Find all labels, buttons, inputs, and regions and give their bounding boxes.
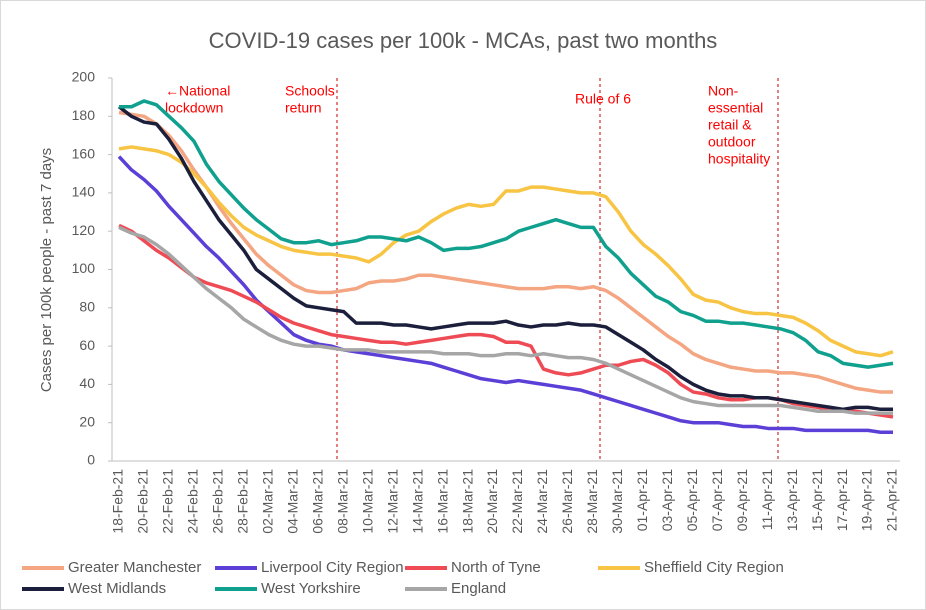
y-tick-label: 20	[79, 413, 95, 429]
legend-label: West Midlands	[68, 580, 166, 597]
legend-label: England	[451, 580, 506, 597]
x-tick-label: 30-Mar-21	[609, 469, 625, 534]
annotation: return	[285, 100, 322, 116]
x-tick-label: 07-Apr-21	[709, 469, 725, 531]
x-tick-label: 18-Feb-21	[110, 469, 126, 534]
annotation: Rule of 6	[575, 91, 631, 107]
x-tick-label: 20-Mar-21	[484, 469, 500, 534]
y-tick-label: 60	[79, 337, 95, 353]
x-tick-label: 12-Mar-21	[384, 469, 400, 534]
series-line	[118, 225, 893, 415]
y-tick-label: 100	[72, 260, 96, 276]
x-tick-label: 20-Feb-21	[135, 469, 151, 534]
annotation: retail &	[708, 117, 752, 133]
x-tick-label: 19-Apr-21	[859, 469, 875, 531]
y-tick-label: 0	[87, 452, 95, 468]
x-tick-label: 06-Mar-21	[309, 469, 325, 534]
legend-label: Sheffield City Region	[644, 559, 784, 576]
x-tick-label: 09-Apr-21	[734, 469, 750, 531]
x-tick-label: 08-Mar-21	[334, 469, 350, 534]
x-tick-label: 03-Apr-21	[659, 469, 675, 531]
series-line	[119, 99, 894, 369]
annotation: lockdown	[165, 100, 223, 116]
x-tick-label: 14-Mar-21	[409, 469, 425, 534]
x-tick-label: 10-Mar-21	[359, 469, 375, 534]
x-tick-label: 26-Mar-21	[559, 469, 575, 534]
series-line	[117, 155, 893, 435]
x-tick-label: 13-Apr-21	[784, 469, 800, 531]
x-tick-label: 01-Apr-21	[634, 469, 650, 531]
annotation: Schools	[285, 83, 335, 99]
annotation: ←National	[165, 83, 230, 99]
x-tick-label: 22-Mar-21	[509, 469, 525, 534]
y-tick-label: 80	[79, 299, 95, 315]
y-tick-label: 200	[72, 69, 96, 85]
series-line	[118, 110, 893, 394]
x-tick-label: 28-Mar-21	[584, 469, 600, 534]
annotation: outdoor	[708, 134, 756, 150]
x-tick-label: 02-Mar-21	[260, 469, 276, 534]
annotation: Non-	[708, 83, 739, 99]
x-tick-label: 28-Feb-21	[235, 469, 251, 534]
x-tick-label: 15-Apr-21	[809, 469, 825, 531]
x-tick-label: 05-Apr-21	[684, 469, 700, 531]
x-tick-label: 26-Feb-21	[210, 469, 226, 534]
legend-label: West Yorkshire	[261, 580, 361, 597]
y-tick-label: 120	[72, 222, 96, 238]
x-tick-label: 21-Apr-21	[884, 469, 900, 531]
series-line	[117, 105, 893, 412]
y-axis-label: Cases per 100k people - past 7 days	[38, 148, 55, 392]
legend-label: Greater Manchester	[68, 559, 201, 576]
chart-title: COVID-19 cases per 100k - MCAs, past two…	[209, 28, 718, 53]
x-tick-label: 16-Mar-21	[434, 469, 450, 534]
series-line	[118, 145, 894, 358]
x-tick-label: 17-Apr-21	[834, 469, 850, 531]
x-tick-label: 24-Mar-21	[534, 469, 550, 534]
y-tick-label: 180	[72, 107, 96, 123]
x-tick-label: 18-Mar-21	[459, 469, 475, 534]
y-tick-label: 140	[72, 184, 96, 200]
legend-label: North of Tyne	[451, 559, 541, 576]
x-tick-label: 24-Feb-21	[185, 469, 201, 534]
y-tick-label: 160	[72, 145, 96, 161]
y-tick-label: 40	[79, 375, 95, 391]
legend-label: Liverpool City Region	[261, 559, 404, 576]
annotation: hospitality	[708, 151, 770, 167]
annotation: essential	[708, 100, 763, 116]
x-tick-label: 04-Mar-21	[284, 469, 300, 534]
x-tick-label: 22-Feb-21	[160, 469, 176, 534]
x-tick-label: 11-Apr-21	[759, 469, 775, 530]
